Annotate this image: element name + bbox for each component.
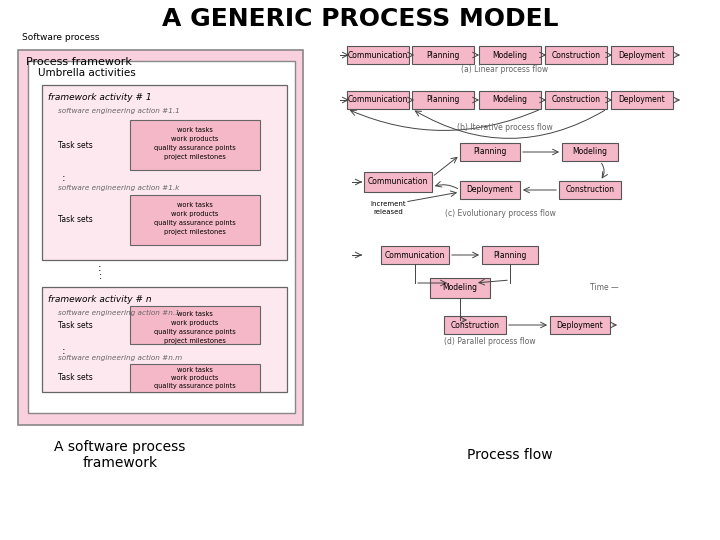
Text: Increment
released: Increment released [370,201,406,214]
Bar [460,143,520,161]
Bar [347,46,409,64]
Text: Time —: Time — [590,284,618,293]
Text: Construction: Construction [552,51,600,59]
Text: Modeling: Modeling [572,147,608,157]
Text: work tasks: work tasks [177,127,213,133]
Text: Deployment: Deployment [618,51,665,59]
Text: :: : [99,271,102,281]
Text: Construction: Construction [565,186,614,194]
Text: :: : [98,263,102,273]
Bar [412,91,474,109]
Text: software engineering action #1.k: software engineering action #1.k [58,185,179,191]
Bar [545,46,607,64]
Text: :: : [62,173,66,183]
Text: Planning: Planning [473,147,507,157]
Text: Task sets: Task sets [58,215,93,225]
Text: software engineering action #n.m: software engineering action #n.m [58,355,182,361]
Text: (d) Parallel process flow: (d) Parallel process flow [444,338,536,347]
Text: Planning: Planning [493,251,527,260]
Text: quality assurance points: quality assurance points [154,220,236,226]
Bar [42,85,287,260]
Text: Deployment: Deployment [467,186,513,194]
Text: Modeling: Modeling [492,51,528,59]
Text: Task sets: Task sets [58,321,93,329]
Text: Deployment: Deployment [557,321,603,329]
Bar [28,61,295,413]
Text: software engineering action #1.1: software engineering action #1.1 [58,108,180,114]
Text: (c) Evolutionary process flow: (c) Evolutionary process flow [444,210,555,219]
Bar [381,246,449,264]
Bar [347,91,409,109]
Bar [130,306,260,344]
Text: Task sets: Task sets [58,374,93,382]
Text: project milestones: project milestones [164,154,226,160]
Text: quality assurance points: quality assurance points [154,329,236,335]
Bar [430,278,490,298]
Bar [130,364,260,392]
Text: work products: work products [171,320,219,326]
Bar [460,181,520,199]
Text: work products: work products [171,136,219,142]
Text: Deployment: Deployment [618,96,665,105]
Text: Planning: Planning [426,51,459,59]
Text: Construction: Construction [552,96,600,105]
Bar [611,46,673,64]
Text: (a) Linear process flow: (a) Linear process flow [462,64,549,73]
Bar [130,120,260,170]
Text: Umbrella activities: Umbrella activities [38,68,136,78]
Text: Planning: Planning [426,96,459,105]
Text: Communication: Communication [384,251,445,260]
Text: work tasks: work tasks [177,367,213,373]
Text: quality assurance points: quality assurance points [154,383,236,389]
Bar [444,316,506,334]
Text: A software process
framework: A software process framework [54,440,186,470]
Text: work tasks: work tasks [177,311,213,317]
Text: Modeling: Modeling [443,284,477,293]
Text: :: : [62,346,66,356]
Text: quality assurance points: quality assurance points [154,145,236,151]
Text: Modeling: Modeling [492,96,528,105]
Bar [559,181,621,199]
Text: project milestones: project milestones [164,229,226,235]
Text: work products: work products [171,211,219,217]
Text: (b) Iterative process flow: (b) Iterative process flow [457,123,553,132]
Text: Construction: Construction [451,321,500,329]
Text: work products: work products [171,375,219,381]
Bar [364,172,432,192]
Text: software engineering action #n.1: software engineering action #n.1 [58,310,180,316]
Text: framework activity # 1: framework activity # 1 [48,92,152,102]
Text: framework activity # n: framework activity # n [48,294,152,303]
Text: Communication: Communication [348,96,408,105]
Text: work tasks: work tasks [177,202,213,208]
Bar [18,50,303,425]
Bar [479,46,541,64]
Bar [479,91,541,109]
Bar [562,143,618,161]
Bar [482,246,538,264]
Text: project milestones: project milestones [164,338,226,344]
Text: Communication: Communication [368,178,428,186]
Bar [130,195,260,245]
Bar [545,91,607,109]
Bar [611,91,673,109]
Text: Software process: Software process [22,33,99,43]
Bar [42,287,287,392]
Bar [550,316,610,334]
Text: Communication: Communication [348,51,408,59]
Bar [412,46,474,64]
Text: Task sets: Task sets [58,140,93,150]
Text: Process framework: Process framework [26,57,132,67]
Text: A GENERIC PROCESS MODEL: A GENERIC PROCESS MODEL [162,7,558,31]
Text: Process flow: Process flow [467,448,553,462]
